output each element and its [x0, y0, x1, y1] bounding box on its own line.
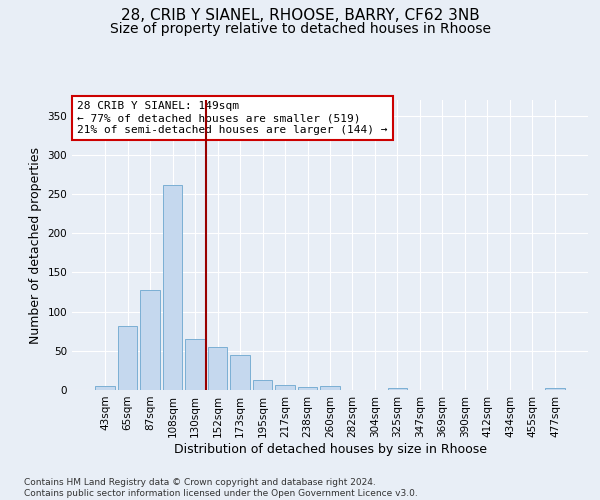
Bar: [118, 326, 137, 390]
Bar: [253, 380, 272, 390]
Text: 28, CRIB Y SIANEL, RHOOSE, BARRY, CF62 3NB: 28, CRIB Y SIANEL, RHOOSE, BARRY, CF62 3…: [121, 8, 479, 22]
Y-axis label: Number of detached properties: Number of detached properties: [29, 146, 42, 344]
Text: 28 CRIB Y SIANEL: 149sqm
← 77% of detached houses are smaller (519)
21% of semi-: 28 CRIB Y SIANEL: 149sqm ← 77% of detach…: [77, 102, 388, 134]
Bar: [320, 386, 340, 390]
Bar: [140, 290, 160, 390]
Bar: [163, 184, 182, 390]
Bar: [388, 388, 407, 390]
Bar: [95, 386, 115, 390]
Bar: [275, 384, 295, 390]
Bar: [545, 388, 565, 390]
Text: Distribution of detached houses by size in Rhoose: Distribution of detached houses by size …: [173, 442, 487, 456]
Bar: [230, 354, 250, 390]
Text: Contains HM Land Registry data © Crown copyright and database right 2024.
Contai: Contains HM Land Registry data © Crown c…: [24, 478, 418, 498]
Bar: [185, 339, 205, 390]
Bar: [298, 387, 317, 390]
Bar: [208, 347, 227, 390]
Text: Size of property relative to detached houses in Rhoose: Size of property relative to detached ho…: [110, 22, 491, 36]
